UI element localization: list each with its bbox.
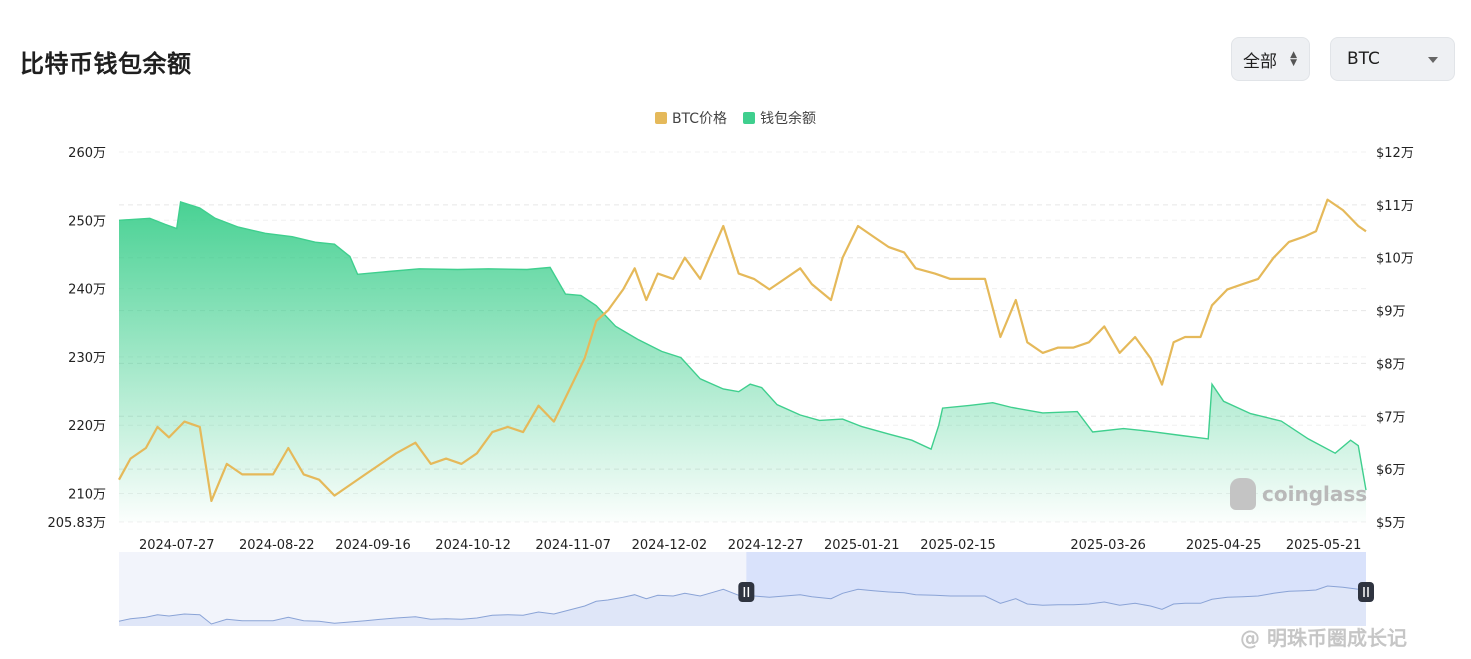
x-tick-label: 2024-07-27 <box>139 538 215 553</box>
y-right-tick-label: $6万 <box>1376 463 1406 478</box>
x-tick-label: 2025-02-15 <box>920 538 996 553</box>
legend-label-price: BTC价格 <box>671 111 728 127</box>
y-right-tick-label: $11万 <box>1376 199 1414 214</box>
series-balance-area <box>119 201 1366 522</box>
legend-item-balance[interactable]: 钱包余额 <box>743 108 816 128</box>
handle-body <box>738 582 755 602</box>
y-left-tick-label: 230万 <box>68 351 106 366</box>
chart-legend: BTC价格 钱包余额 <box>0 108 1471 128</box>
navigator-right-handle[interactable] <box>1358 582 1374 602</box>
coinglass-logo-icon <box>1230 478 1256 510</box>
series-price-line <box>118 198 1367 502</box>
y-right-tick-label: $5万 <box>1376 516 1406 531</box>
x-tick-label: 2025-05-21 <box>1286 538 1362 553</box>
plot-area <box>118 198 1367 522</box>
legend-label-balance: 钱包余额 <box>760 111 817 127</box>
handle-body <box>1358 582 1374 602</box>
coinglass-watermark: coinglass <box>1230 478 1367 510</box>
x-tick-label: 2025-04-25 <box>1186 538 1262 553</box>
y-right-tick-label: $10万 <box>1376 252 1414 267</box>
y-right-tick-label: $9万 <box>1376 305 1406 320</box>
x-tick-label: 2024-08-22 <box>239 538 315 553</box>
legend-swatch-price <box>654 112 667 124</box>
range-navigator <box>118 552 1374 626</box>
y-right-tick-label: $12万 <box>1376 146 1414 161</box>
y-left-tick-label: 240万 <box>68 283 106 298</box>
x-tick-label: 2024-11-07 <box>535 538 611 553</box>
asset-select-label: BTC <box>1347 49 1380 69</box>
axes: $12万 $11万 $10万 $9万 $8万 $7万 $6万 $5万 260万 250万 240万 2… <box>48 146 1414 553</box>
y-left-tick-label: 250万 <box>68 214 106 229</box>
navigator-area <box>119 586 1366 626</box>
y-left-tick-label: 260万 <box>68 146 106 161</box>
x-tick-label: 2024-12-02 <box>632 538 708 553</box>
y-left-tick-label: 210万 <box>68 488 106 503</box>
y-left-tick-label: 220万 <box>68 419 106 434</box>
page-title: 比特币钱包余额 <box>20 50 192 78</box>
y-left-tick-label: 205.83万 <box>48 516 107 531</box>
navigator-left-handle[interactable] <box>738 582 755 602</box>
updown-chevron-icon: ▲ ▼ <box>1290 50 1297 68</box>
asset-select[interactable]: BTC <box>1330 37 1455 81</box>
legend-item-price[interactable]: BTC价格 <box>654 108 728 128</box>
range-select[interactable]: 全部 ▲ ▼ <box>1231 37 1310 81</box>
x-tick-label: 2025-01-21 <box>824 538 900 553</box>
y-right-tick-label: $8万 <box>1376 357 1406 372</box>
x-tick-label: 2024-09-16 <box>335 538 411 553</box>
series-balance-line <box>118 200 1367 491</box>
chevron-down-icon <box>1428 57 1438 63</box>
x-tick-label: 2025-03-26 <box>1070 538 1146 553</box>
legend-swatch-balance <box>743 112 756 124</box>
x-tick-label: 2024-12-27 <box>728 538 804 553</box>
coinglass-watermark-text: coinglass <box>1262 482 1368 506</box>
y-right-tick-label: $7万 <box>1376 410 1406 425</box>
source-watermark: @ 明珠币圈成长记 <box>1240 622 1407 651</box>
x-tick-label: 2024-10-12 <box>435 538 511 553</box>
range-select-label: 全部 <box>1243 51 1277 72</box>
source-watermark-text: @ 明珠币圈成长记 <box>1240 626 1407 650</box>
